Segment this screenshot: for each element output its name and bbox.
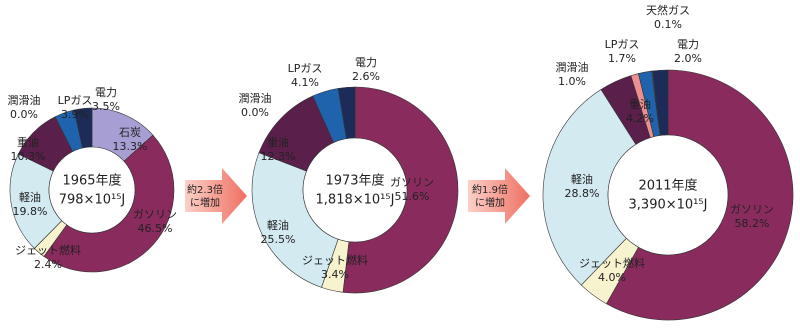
- value-label: 3.5%: [92, 100, 120, 113]
- value-label: 3.9%: [61, 108, 89, 121]
- value-label: 3.4%: [321, 268, 349, 281]
- slice-label: 軽油: [571, 172, 593, 186]
- arrow-label: 約2.3倍: [187, 183, 223, 196]
- slice-label: LPガス: [288, 62, 323, 75]
- arrow: [468, 168, 530, 224]
- value-label: 46.5%: [138, 222, 173, 235]
- donut-hole: [48, 146, 136, 234]
- slice-label: ガソリン: [133, 208, 177, 221]
- value-label: 1.7%: [608, 52, 636, 65]
- value-label: 0.0%: [10, 108, 38, 121]
- slice-label: 石炭: [119, 126, 141, 139]
- arrow-label: 約1.9倍: [472, 183, 508, 196]
- center-subtitle: 1,818×10¹⁵J: [316, 193, 395, 208]
- slice-label: 重油: [267, 135, 289, 149]
- donut-hole: [302, 137, 408, 243]
- value-label: 4.0%: [598, 271, 626, 284]
- slice-label: 電力: [677, 38, 699, 51]
- slice-label: 電力: [95, 86, 117, 99]
- center-title: 2011年度: [638, 178, 697, 194]
- value-label: 28.8%: [565, 187, 600, 200]
- center-subtitle: 3,390×10¹⁵J: [629, 198, 708, 213]
- slice-label: 軽油: [267, 218, 289, 232]
- value-label: 25.5%: [261, 233, 296, 246]
- value-label: 0.0%: [241, 106, 269, 119]
- slice-label: LPガス: [605, 38, 640, 51]
- value-label: 4.2%: [626, 112, 654, 125]
- slice-label: 潤滑油: [556, 60, 589, 74]
- value-label: 19.8%: [13, 205, 48, 218]
- slice-label: 重油: [17, 135, 39, 149]
- center-subtitle: 798×10¹⁵J: [59, 193, 126, 208]
- value-label: 51.6%: [395, 190, 430, 203]
- slice-label: 電力: [355, 56, 377, 69]
- center-title: 1965年度: [62, 173, 121, 189]
- value-label: 58.2%: [735, 217, 770, 230]
- value-label: 10.3%: [11, 150, 46, 163]
- value-label: 4.1%: [291, 76, 319, 89]
- donut-hole: [607, 134, 729, 256]
- value-label: 1.0%: [558, 75, 586, 88]
- arrow-label: に増加: [190, 196, 220, 209]
- slice-label: ジェット燃料: [15, 243, 81, 257]
- slice-label: ジェット燃料: [579, 256, 645, 270]
- arrow-label: に増加: [475, 196, 505, 209]
- slice-label: 重油: [629, 97, 651, 111]
- slice-label: ガソリン: [730, 203, 774, 216]
- value-label: 2.0%: [674, 52, 702, 65]
- value-label: 12.3%: [261, 150, 296, 163]
- slice-label: LPガス: [58, 94, 93, 107]
- value-label: 13.3%: [113, 140, 148, 153]
- slice-label: 軽油: [19, 190, 41, 204]
- slice-label: 潤滑油: [239, 91, 272, 105]
- center-title: 1973年度: [325, 173, 384, 189]
- slice-label: ガソリン: [390, 176, 434, 189]
- value-label: 2.6%: [352, 70, 380, 83]
- slice-label: ジェット燃料: [302, 253, 368, 267]
- slice-label: 天然ガス: [646, 3, 690, 17]
- arrow: [185, 168, 247, 224]
- slice-label: 潤滑油: [8, 93, 41, 107]
- value-label: 0.1%: [654, 18, 682, 31]
- value-label: 2.4%: [34, 258, 62, 271]
